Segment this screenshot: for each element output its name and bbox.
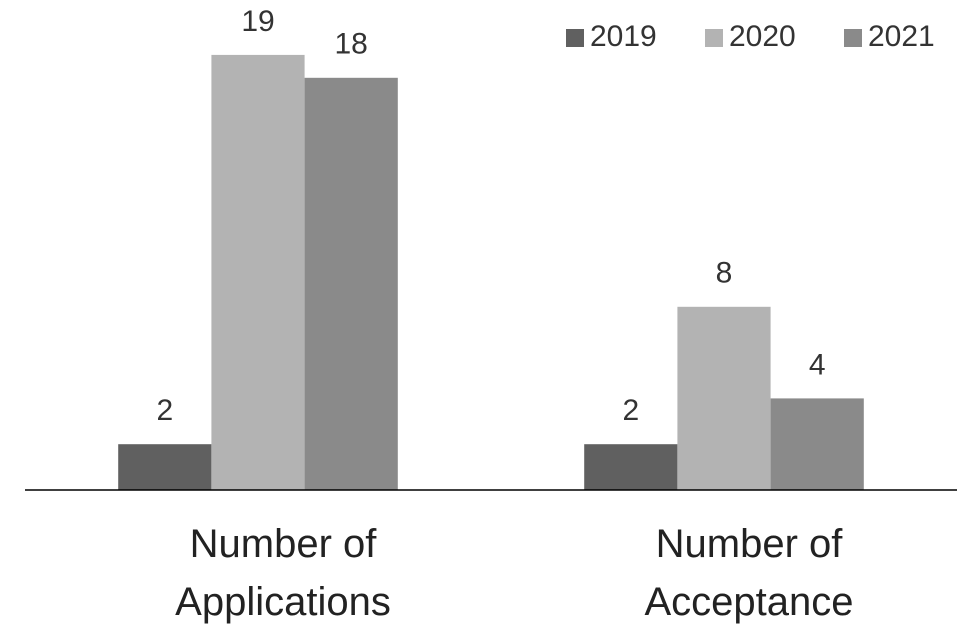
value-label: 8 xyxy=(716,257,733,290)
legend-swatch xyxy=(844,29,862,47)
value-label: 19 xyxy=(241,5,274,38)
value-label: 4 xyxy=(809,348,826,381)
bar xyxy=(118,444,212,490)
legend-swatch xyxy=(705,29,723,47)
x-tick-label: Number of Acceptance xyxy=(644,522,853,624)
legend-label: 2019 xyxy=(590,20,657,53)
bar xyxy=(677,306,771,490)
legend-swatch xyxy=(566,29,584,47)
bar xyxy=(304,77,398,491)
legend-label: 2020 xyxy=(729,20,796,53)
value-label: 18 xyxy=(335,28,368,61)
legend-label: 2021 xyxy=(868,20,935,53)
bar xyxy=(211,54,305,491)
x-tick-label: Number of Applications xyxy=(175,522,391,624)
value-label: 2 xyxy=(622,394,639,427)
value-label: 2 xyxy=(156,394,173,427)
bar xyxy=(584,444,678,490)
bar xyxy=(770,398,864,490)
